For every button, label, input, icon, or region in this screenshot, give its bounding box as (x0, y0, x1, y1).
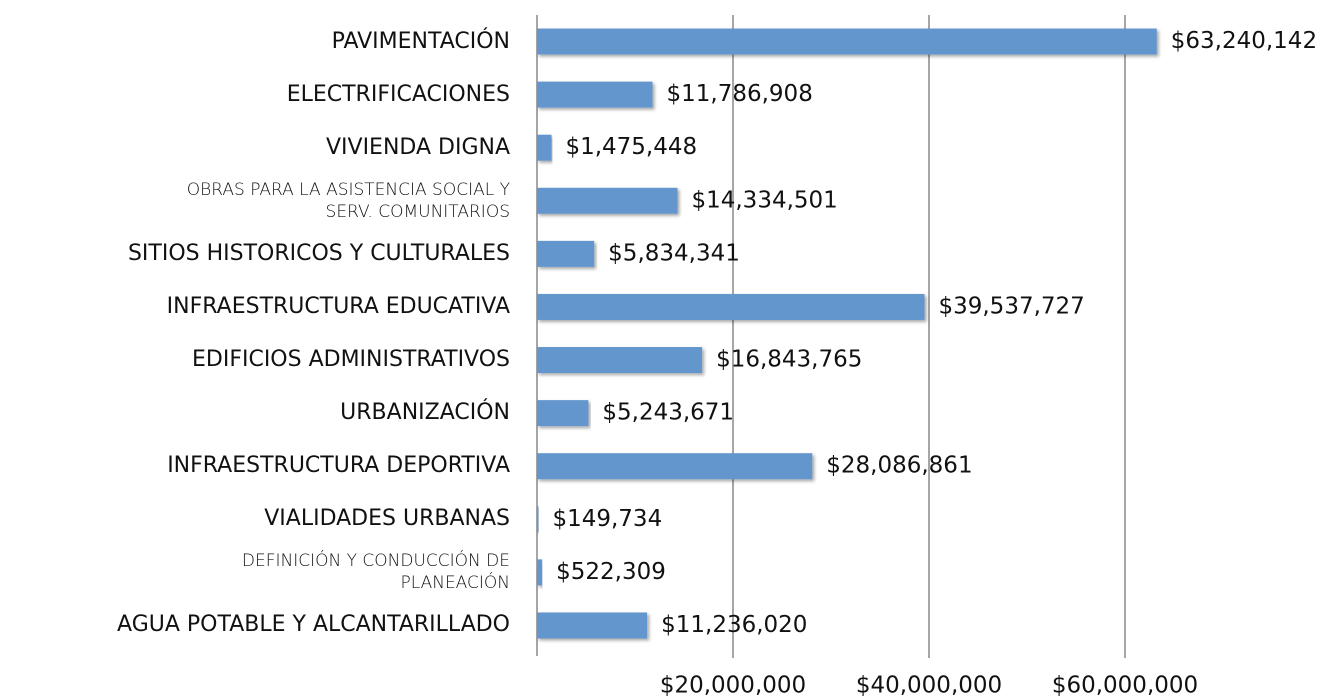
category-label: VIALIDADES URBANAS (264, 506, 510, 532)
value-label: $11,786,908 (667, 81, 813, 107)
category-label: SITIOS HISTORICOS Y CULTURALES (127, 240, 510, 266)
bar (537, 559, 543, 586)
value-label: $149,734 (552, 506, 662, 532)
value-label: $39,537,727 (938, 293, 1084, 319)
x-tick-label: $40,000,000 (856, 673, 1002, 698)
bar (537, 347, 703, 374)
bar (537, 134, 552, 161)
value-label: $14,334,501 (691, 187, 837, 213)
category-label: URBANIZACIÓN (340, 400, 510, 426)
category-label: INFRAESTRUCTURA DEPORTIVA (167, 453, 510, 479)
value-label: $5,834,341 (608, 240, 740, 266)
bar (537, 612, 648, 639)
value-label: $16,843,765 (716, 347, 862, 373)
bar (537, 453, 813, 480)
x-tick-label: $60,000,000 (1052, 673, 1198, 698)
category-label: INFRAESTRUCTURA EDUCATIVA (166, 293, 510, 319)
bar (537, 81, 653, 108)
bar (537, 28, 1157, 55)
category-label: PAVIMENTACIÓN (331, 28, 510, 54)
value-label: $63,240,142 (1171, 28, 1317, 54)
value-label: $5,243,671 (602, 400, 734, 426)
value-label: $522,309 (556, 559, 666, 585)
x-tick-label: $20,000,000 (660, 673, 806, 698)
value-label: $11,236,020 (661, 612, 807, 638)
value-label: $1,475,448 (565, 134, 697, 160)
bar (537, 293, 925, 320)
category-label: VIVIENDA DIGNA (325, 134, 510, 160)
category-label: AGUA POTABLE Y ALCANTARILLADO (117, 612, 510, 638)
bar (537, 400, 589, 427)
category-label: EDIFICIOS ADMINISTRATIVOS (191, 347, 510, 373)
bar (537, 506, 539, 533)
category-label: DEFINICIÓN Y CONDUCCIÓN DE PLANEACIÓN (241, 551, 510, 594)
category-label: OBRAS PARA LA ASISTENCIA SOCIAL Y SERV. … (186, 179, 510, 222)
bar (537, 240, 595, 267)
bar (537, 187, 678, 214)
category-label: ELECTRIFICACIONES (286, 81, 510, 107)
value-label: $28,086,861 (826, 453, 972, 479)
